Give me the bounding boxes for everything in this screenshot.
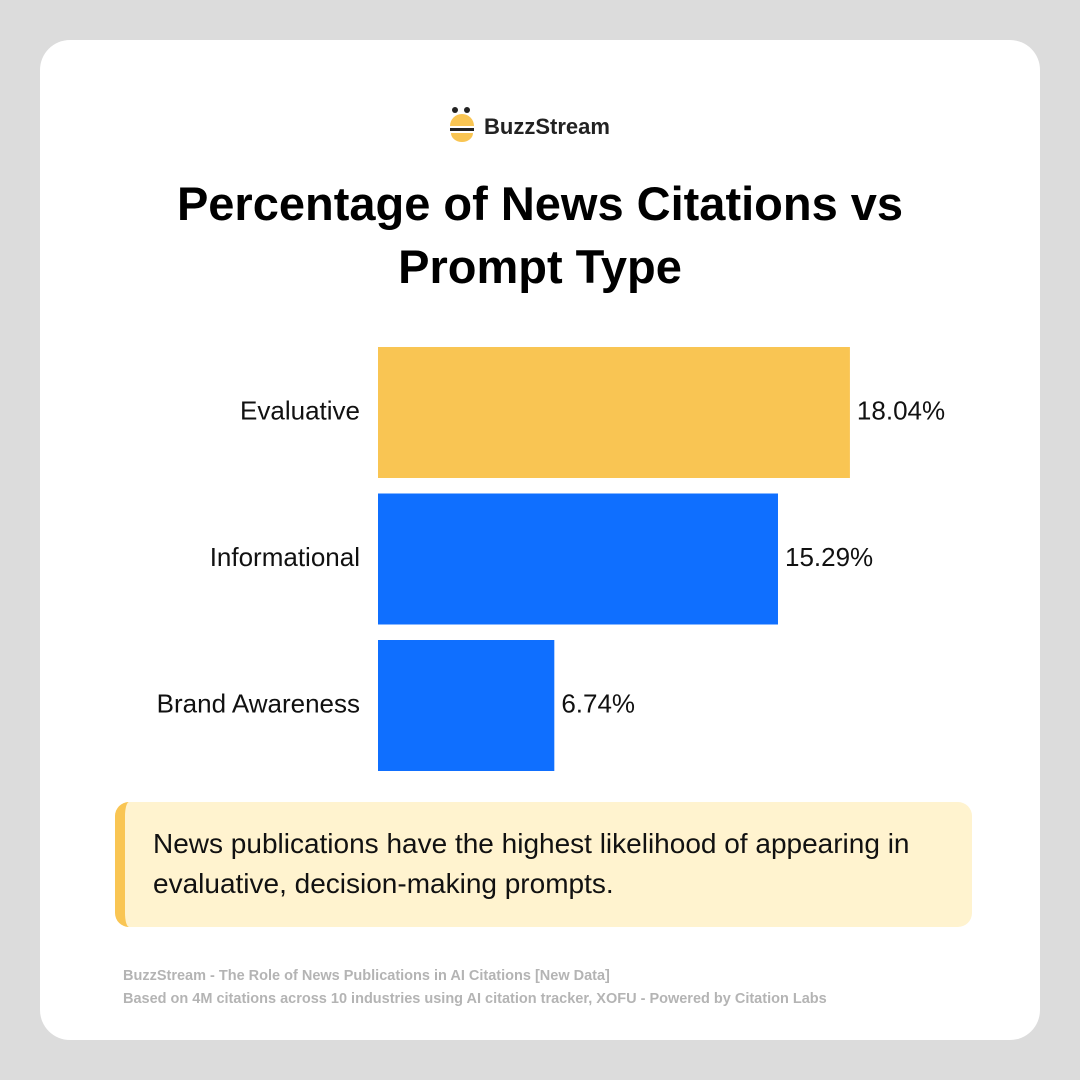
source-line: Based on 4M citations across 10 industri…: [123, 991, 827, 1007]
chart-title: Percentage of News Citations vs Prompt T…: [176, 177, 904, 293]
value-label: 18.04%: [857, 395, 945, 425]
category-label: Informational: [210, 542, 360, 572]
callout-text: News publications have the highest likel…: [153, 828, 910, 899]
logo-icon: [450, 107, 474, 142]
source-line: BuzzStream - The Role of News Publicatio…: [123, 968, 610, 984]
bar: [378, 347, 850, 478]
callout: News publications have the highest likel…: [115, 802, 972, 927]
bar: [378, 493, 778, 625]
brand: BuzzStream: [484, 114, 610, 139]
value-label: 6.74%: [561, 688, 635, 718]
bar: [378, 640, 555, 771]
category-label: Evaluative: [240, 395, 360, 425]
value-label: 15.29%: [785, 542, 873, 572]
category-label: Brand Awareness: [157, 688, 360, 718]
